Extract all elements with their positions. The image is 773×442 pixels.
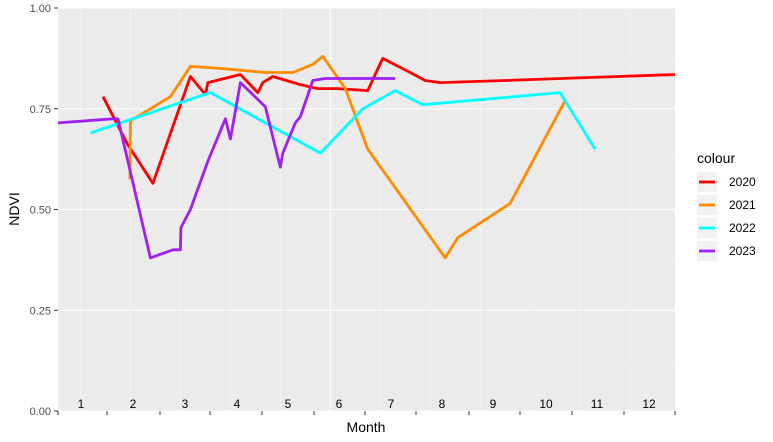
month-label: 5	[285, 397, 292, 411]
legend-label-2021: 2021	[729, 198, 756, 212]
month-label: 4	[234, 397, 241, 411]
y-tick-label: 0.25	[30, 305, 51, 317]
legend-label-2022: 2022	[729, 221, 756, 235]
y-tick-label: 1.00	[30, 3, 51, 15]
legend-label-2020: 2020	[729, 175, 756, 189]
series-line-2022	[90, 89, 597, 155]
month-label: 2	[130, 397, 137, 411]
month-label: 8	[439, 397, 446, 411]
legend-title: colour	[697, 150, 735, 166]
month-label: 1	[78, 397, 85, 411]
legend: colour 2020 2021 2022 2023	[697, 150, 756, 261]
month-label: 9	[490, 397, 497, 411]
month-label: 11	[591, 397, 604, 411]
y-axis: 0.00 0.25 0.50 0.75 1.00	[30, 3, 58, 418]
series-line-2021	[128, 55, 567, 260]
month-label: 12	[642, 397, 656, 411]
month-label: 7	[388, 397, 395, 411]
month-label: 3	[182, 397, 189, 411]
month-label: 10	[539, 397, 553, 411]
x-axis-ticks	[57, 411, 676, 415]
legend-label-2023: 2023	[729, 244, 756, 258]
y-tick-label: 0.50	[30, 205, 51, 217]
series-line-2020	[101, 57, 676, 185]
y-tick-label: 0.00	[30, 406, 51, 418]
x-axis-title: Month	[347, 419, 386, 435]
series-line-2023	[57, 77, 396, 260]
month-label: 6	[336, 397, 343, 411]
y-tick-label: 0.75	[30, 104, 51, 116]
month-labels: 1 2 3 4 5 6 7 8 9 10 11 12	[78, 397, 656, 411]
y-axis-title: NDVI	[6, 192, 22, 225]
series-lines	[57, 55, 676, 260]
